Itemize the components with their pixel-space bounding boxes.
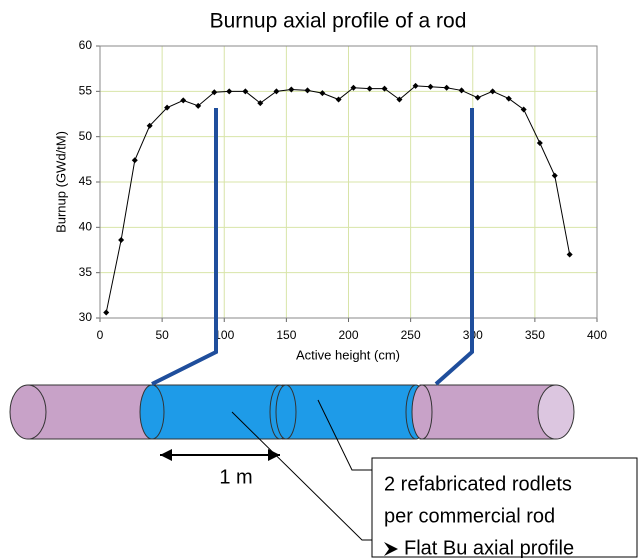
y-tick-label: 40 [79, 220, 93, 234]
data-marker [520, 106, 527, 113]
leader-line [231, 411, 372, 541]
x-axis-label: Active height (cm) [296, 347, 400, 362]
x-tick-label: 150 [276, 328, 296, 342]
y-tick-label: 50 [79, 129, 93, 143]
x-tick-label: 0 [97, 328, 104, 342]
data-marker [211, 89, 218, 96]
chart-title: Burnup axial profile of a rod [210, 10, 467, 33]
data-marker [131, 157, 138, 164]
bullet-icon [384, 542, 398, 556]
y-tick-label: 35 [79, 265, 93, 279]
rod-end-right [419, 384, 557, 440]
y-tick-label: 30 [79, 310, 93, 324]
arrow-head [268, 449, 280, 461]
rodlet-face [275, 384, 297, 440]
x-tick-label: 400 [587, 328, 607, 342]
data-marker [180, 97, 187, 104]
x-tick-label: 350 [525, 328, 545, 342]
callout-text: per commercial rod [384, 505, 555, 527]
y-tick-label: 60 [79, 38, 93, 52]
data-marker [195, 102, 202, 109]
data-marker [103, 309, 110, 316]
rodlet-face [139, 384, 165, 440]
data-marker [304, 87, 311, 94]
y-tick-label: 45 [79, 174, 93, 188]
callout-text: Flat Bu axial profile [404, 537, 574, 558]
callout-text: 2 refabricated rodlets [384, 473, 572, 495]
y-tick-label: 55 [79, 84, 93, 98]
plot-frame [99, 45, 598, 319]
y-axis-label: Burnup (GWd/tM) [53, 131, 68, 233]
callout-box [371, 457, 638, 558]
dimension-label: 1 m [219, 466, 252, 488]
data-marker [242, 88, 249, 95]
data-marker [257, 100, 264, 107]
data-marker [288, 86, 295, 93]
arrow-head [160, 449, 172, 461]
data-marker [350, 84, 357, 91]
rod-end-left [27, 384, 153, 440]
data-marker [566, 251, 573, 258]
data-marker [146, 122, 153, 129]
data-marker [427, 83, 434, 90]
data-marker [489, 88, 496, 95]
rodlet [281, 384, 417, 440]
zoom-line [151, 108, 218, 386]
leader-line [317, 399, 372, 471]
rod-cap [537, 384, 575, 440]
data-marker [335, 96, 342, 103]
data-marker [164, 104, 171, 111]
data-marker [366, 85, 373, 92]
data-marker [458, 87, 465, 94]
data-marker [396, 96, 403, 103]
rod-diagram: 1 m 2 refabricated rodlets per commercia… [9, 108, 638, 558]
data-marker [474, 94, 481, 101]
rodlet [151, 384, 281, 440]
data-marker [118, 237, 125, 244]
data-marker [226, 88, 233, 95]
rod-face [411, 384, 433, 440]
zoom-line [434, 108, 474, 386]
x-tick-label: 50 [155, 328, 169, 342]
data-marker [551, 172, 558, 179]
x-tick-label: 250 [401, 328, 421, 342]
x-tick-label: 200 [338, 328, 358, 342]
data-marker [536, 140, 543, 147]
rod-cap [9, 384, 47, 440]
data-marker [505, 95, 512, 102]
data-marker [381, 85, 388, 92]
data-marker [412, 82, 419, 89]
data-marker [273, 88, 280, 95]
data-marker [443, 84, 450, 91]
data-marker [319, 90, 326, 97]
x-tick-label: 100 [214, 328, 234, 342]
